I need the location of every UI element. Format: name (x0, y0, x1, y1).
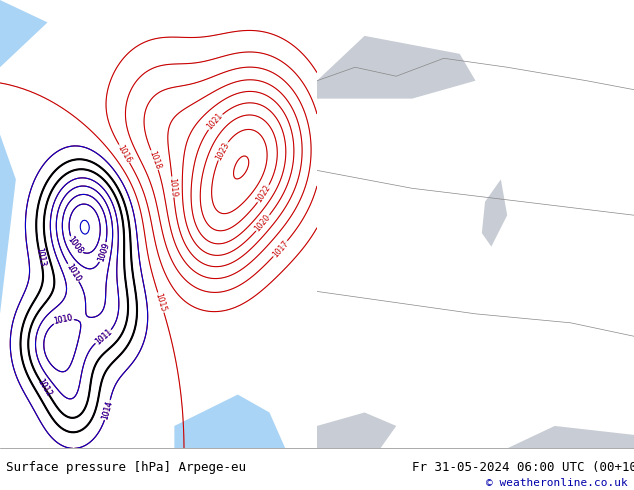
Polygon shape (0, 135, 16, 314)
Text: 1009: 1009 (96, 242, 111, 263)
Text: 1012: 1012 (36, 377, 53, 398)
Text: 1014: 1014 (101, 399, 115, 420)
Polygon shape (317, 36, 476, 98)
Text: 1017: 1017 (271, 239, 290, 259)
Polygon shape (482, 179, 507, 246)
Text: 1020: 1020 (254, 213, 273, 233)
Text: 1010: 1010 (65, 262, 82, 283)
Polygon shape (174, 394, 285, 448)
Text: 1009: 1009 (96, 242, 111, 263)
Polygon shape (507, 426, 634, 448)
Text: 1010: 1010 (65, 262, 82, 283)
Text: 1008: 1008 (66, 235, 84, 256)
Text: 1022: 1022 (255, 183, 273, 204)
Text: Fr 31-05-2024 06:00 UTC (00+102): Fr 31-05-2024 06:00 UTC (00+102) (412, 461, 634, 474)
Text: 1014: 1014 (101, 399, 115, 420)
Text: 1012: 1012 (36, 377, 53, 398)
Text: Surface pressure [hPa] Arpege-eu: Surface pressure [hPa] Arpege-eu (6, 461, 247, 474)
Text: 1010: 1010 (53, 314, 74, 326)
Text: © weatheronline.co.uk: © weatheronline.co.uk (486, 478, 628, 488)
Text: 1018: 1018 (147, 149, 162, 171)
Text: 1021: 1021 (205, 112, 225, 132)
Polygon shape (317, 413, 396, 448)
Text: 1011: 1011 (93, 327, 113, 346)
Text: 1019: 1019 (167, 177, 178, 197)
Text: 1015: 1015 (154, 292, 168, 313)
Polygon shape (0, 0, 48, 67)
Text: 1013: 1013 (34, 246, 46, 267)
Text: 1010: 1010 (53, 314, 74, 326)
Text: 1011: 1011 (93, 327, 113, 346)
Text: 1013: 1013 (34, 246, 46, 267)
Text: 1016: 1016 (115, 143, 133, 164)
Text: 1023: 1023 (214, 140, 231, 162)
Text: 1008: 1008 (66, 235, 84, 256)
